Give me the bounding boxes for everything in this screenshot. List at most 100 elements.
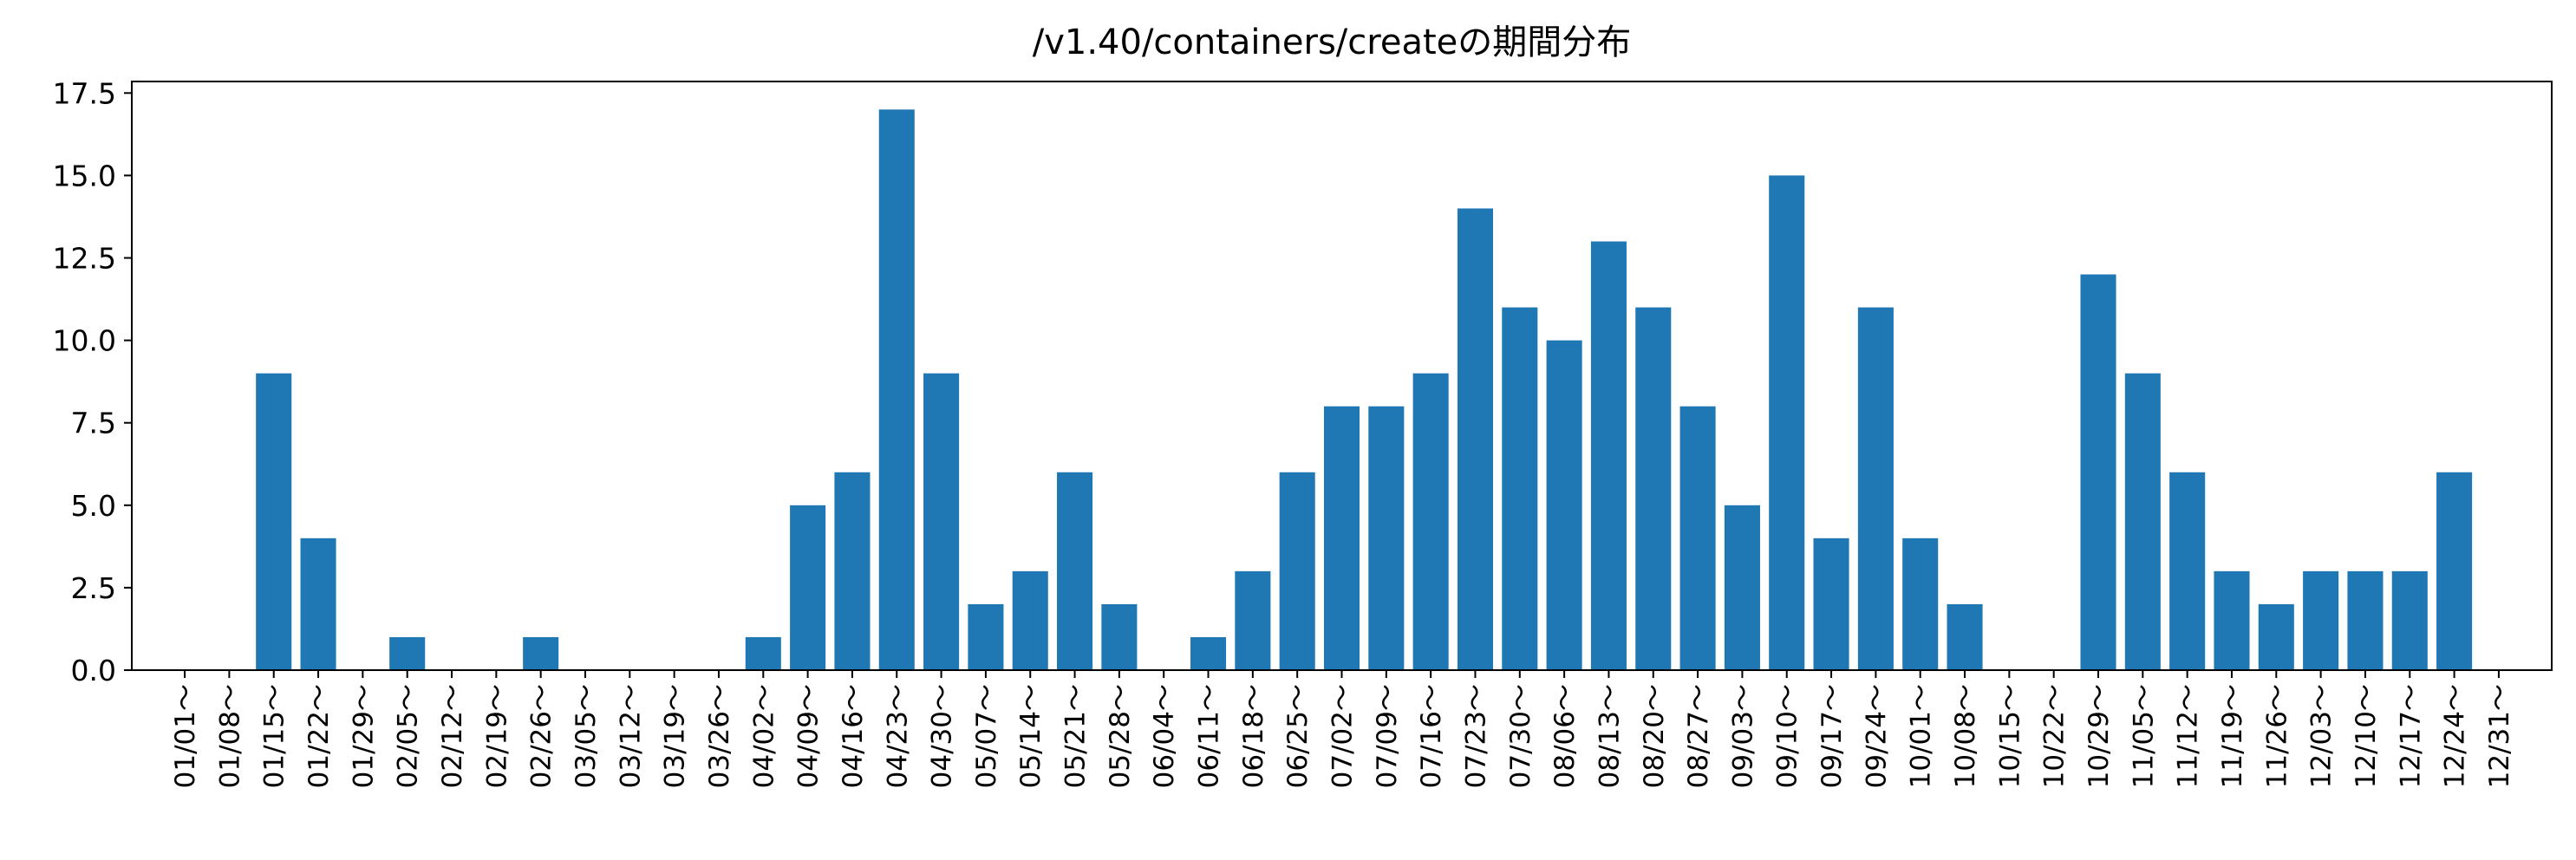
bar-38 (1857, 307, 1894, 670)
x-tick-label-32: 08/13～ (1594, 684, 1625, 788)
bar-35 (1724, 505, 1760, 670)
bar-39 (1902, 538, 1939, 670)
bar-5 (389, 636, 426, 670)
y-tick-label-7: 17.5 (53, 76, 116, 110)
x-tick-label-12: 03/26～ (704, 684, 735, 788)
x-tick-label-45: 11/12～ (2173, 684, 2204, 788)
bar-14 (790, 505, 826, 670)
x-tick-label-52: 12/31～ (2484, 684, 2515, 788)
x-tick-label-42: 10/22～ (2039, 684, 2071, 788)
x-tick-label-29: 07/23～ (1460, 684, 1491, 788)
bar-29 (1457, 208, 1493, 670)
bar-2 (256, 373, 292, 670)
plot-frame (131, 81, 2553, 671)
x-tick-label-37: 09/17～ (1816, 684, 1848, 788)
x-tick-label-13: 04/02～ (748, 684, 779, 788)
x-tick-label-49: 12/10～ (2351, 684, 2382, 788)
x-tick-label-50: 12/17～ (2395, 684, 2426, 788)
bar-51 (2436, 472, 2473, 670)
x-tick-label-25: 06/25～ (1282, 684, 1314, 788)
bar-33 (1635, 307, 1672, 670)
bar-47 (2258, 603, 2294, 670)
y-tick-label-5: 12.5 (53, 242, 116, 276)
bars-layer (256, 109, 2473, 670)
bar-34 (1679, 406, 1716, 670)
bar-27 (1368, 406, 1405, 670)
x-tick-label-22: 06/04～ (1149, 684, 1180, 788)
bar-19 (1012, 570, 1048, 670)
x-tick-label-2: 01/15～ (259, 684, 290, 788)
y-tick-label-1: 2.5 (71, 571, 116, 605)
bar-44 (2124, 373, 2161, 670)
x-tick-label-11: 03/19～ (660, 684, 691, 788)
y-tick-label-3: 7.5 (71, 407, 116, 440)
x-tick-label-17: 04/30～ (927, 684, 958, 788)
bar-36 (1769, 175, 1805, 670)
bar-18 (968, 603, 1004, 670)
x-tick-label-43: 10/29～ (2084, 684, 2115, 788)
bar-21 (1101, 603, 1138, 670)
y-tick-label-4: 10.0 (53, 324, 116, 358)
bar-31 (1546, 340, 1582, 670)
x-tick-label-10: 03/12～ (615, 684, 646, 788)
x-tick-label-8: 02/26～ (526, 684, 558, 788)
x-tick-label-46: 11/19～ (2217, 684, 2248, 788)
chart-title: /v1.40/containers/createの期間分布 (1033, 23, 1632, 62)
y-tick-label-0: 0.0 (71, 654, 116, 687)
bar-20 (1057, 472, 1093, 670)
bar-28 (1412, 373, 1449, 670)
x-tick-label-23: 06/11～ (1194, 684, 1225, 788)
x-tick-label-16: 04/23～ (882, 684, 913, 788)
x-tick-label-19: 05/14～ (1015, 684, 1047, 788)
bar-8 (523, 636, 559, 670)
x-tick-label-15: 04/16～ (838, 684, 869, 788)
bar-13 (745, 636, 781, 670)
bar-26 (1323, 406, 1360, 670)
x-tick-label-0: 01/01～ (170, 684, 201, 788)
bar-50 (2391, 570, 2428, 670)
x-tick-label-4: 01/29～ (348, 684, 379, 788)
x-tick-label-47: 11/26～ (2261, 684, 2292, 788)
bar-45 (2169, 472, 2206, 670)
x-tick-label-1: 01/08～ (214, 684, 245, 788)
x-tick-label-38: 09/24～ (1861, 684, 1892, 788)
x-tick-label-20: 05/21～ (1060, 684, 1092, 788)
x-tick-label-39: 10/01～ (1906, 684, 1937, 788)
x-tick-label-14: 04/09～ (793, 684, 825, 788)
bar-48 (2303, 570, 2339, 670)
x-tick-label-51: 12/24～ (2440, 684, 2471, 788)
x-tick-label-28: 07/16～ (1416, 684, 1447, 788)
bar-37 (1813, 538, 1849, 670)
x-tick-label-21: 05/28～ (1105, 684, 1136, 788)
bar-24 (1235, 570, 1271, 670)
x-tick-label-7: 02/19～ (481, 684, 512, 788)
x-axis: 01/01～ 01/08～ 01/15～ 01/22～ 01/29～ 02/05～ 02/1… (170, 670, 2515, 788)
bar-46 (2214, 570, 2250, 670)
bar-43 (2080, 274, 2116, 670)
y-tick-label-2: 5.0 (71, 489, 116, 523)
x-tick-label-34: 08/27～ (1683, 684, 1714, 788)
bar-3 (300, 538, 336, 670)
x-tick-label-6: 02/12～ (437, 684, 468, 788)
bar-25 (1279, 472, 1315, 670)
bar-15 (834, 472, 871, 670)
bar-32 (1590, 241, 1627, 670)
x-tick-label-36: 09/10～ (1772, 684, 1803, 788)
bar-40 (1947, 603, 1983, 670)
x-tick-label-40: 10/08～ (1950, 684, 1981, 788)
bar-49 (2347, 570, 2384, 670)
bar-16 (878, 109, 915, 670)
x-tick-label-5: 02/05～ (393, 684, 424, 788)
x-tick-label-27: 07/09～ (1372, 684, 1403, 788)
y-axis: 0.0 2.5 5.0 7.5 10.0 12.5 15.0 17.5 (53, 76, 132, 687)
x-tick-label-44: 11/05～ (2128, 684, 2159, 788)
x-tick-label-48: 12/03～ (2306, 684, 2338, 788)
bar-30 (1502, 307, 1538, 670)
x-tick-label-3: 01/22～ (303, 684, 335, 788)
x-tick-label-26: 07/02～ (1327, 684, 1359, 788)
bar-17 (923, 373, 960, 670)
x-tick-label-41: 10/15～ (1994, 684, 2025, 788)
x-tick-label-18: 05/07～ (971, 684, 1002, 788)
